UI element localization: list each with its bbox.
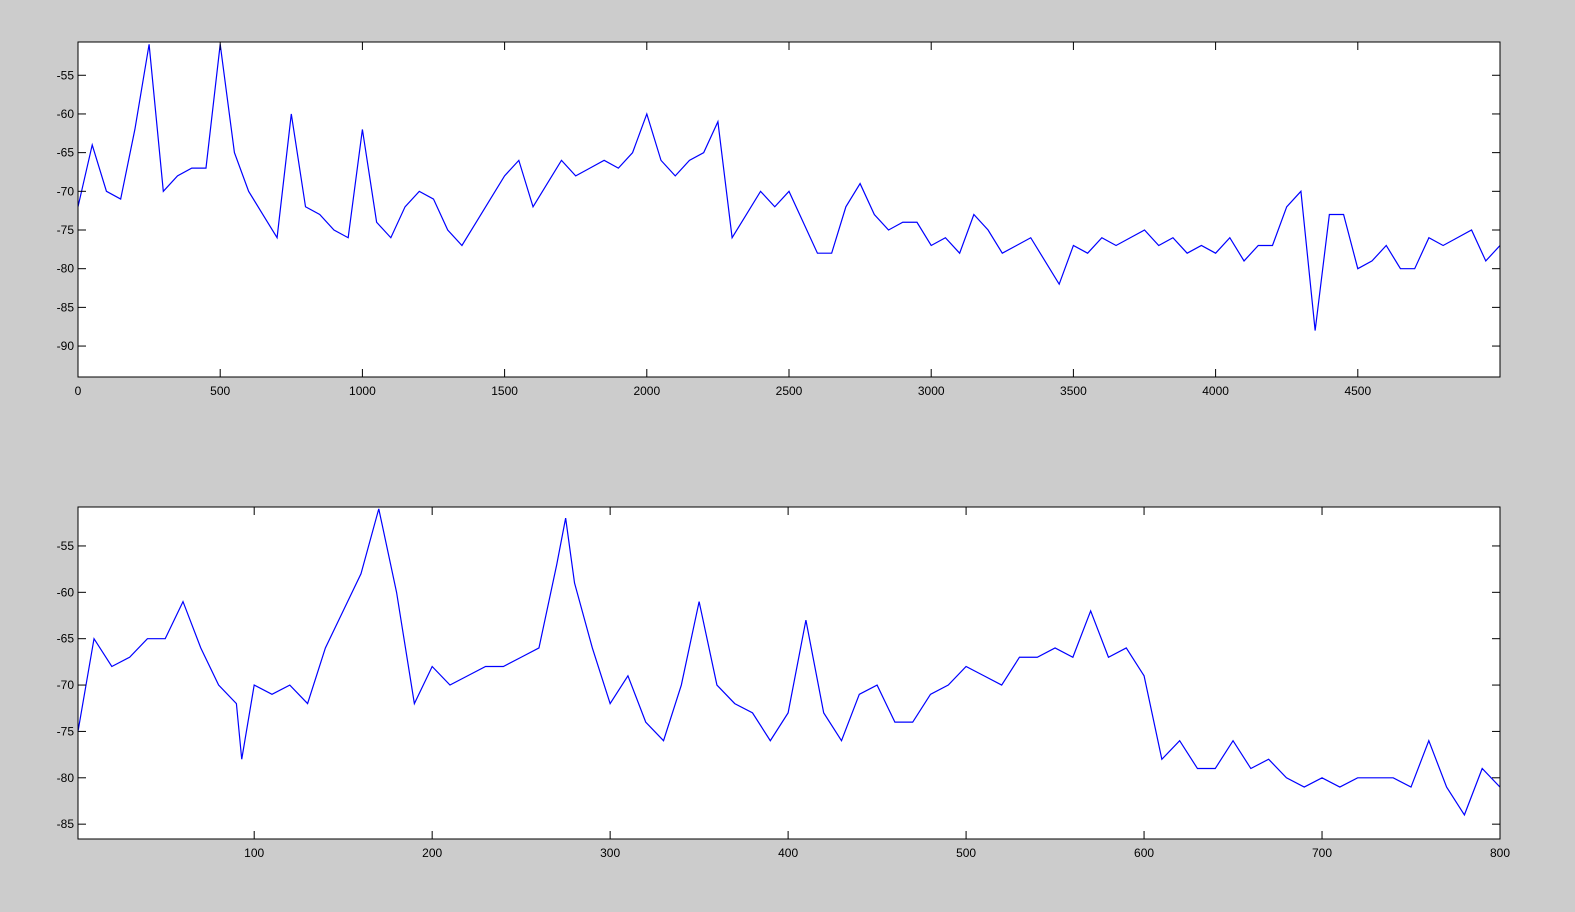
plot-frame: [77, 41, 1501, 378]
data-line: [78, 508, 1500, 817]
x-tick-label: 3000: [918, 384, 945, 398]
plot-area: [78, 507, 1500, 839]
x-tick-label: 500: [956, 846, 976, 860]
x-tick-label: 700: [1312, 846, 1332, 860]
x-tick-label: 4500: [1344, 384, 1371, 398]
y-tick-label: -65: [57, 632, 75, 646]
x-tick-label: 200: [422, 846, 442, 860]
y-tick-label: -80: [57, 771, 75, 785]
y-tick-label: -80: [57, 262, 75, 276]
x-tick-label: 100: [244, 846, 264, 860]
x-tick-label: 3500: [1060, 384, 1087, 398]
y-tick-label: -60: [57, 585, 75, 599]
x-tick-label: 1500: [491, 384, 518, 398]
y-tick-label: -55: [57, 68, 75, 82]
x-tick-label: 300: [600, 846, 620, 860]
data-line: [78, 44, 1500, 331]
y-tick-label: -55: [57, 539, 75, 553]
x-tick-label: 400: [778, 846, 798, 860]
y-tick-label: -85: [57, 817, 75, 831]
x-tick-label: 800: [1490, 846, 1510, 860]
plot-frame: [77, 506, 1501, 840]
x-tick-label: 1000: [349, 384, 376, 398]
x-tick-label: 2500: [776, 384, 803, 398]
x-tick-label: 2000: [633, 384, 660, 398]
y-tick-label: -75: [57, 724, 75, 738]
plot-area: [78, 42, 1500, 377]
y-tick-label: -85: [57, 300, 75, 314]
x-tick-label: 500: [210, 384, 230, 398]
y-tick-label: -70: [57, 678, 75, 692]
y-tick-label: -70: [57, 184, 75, 198]
y-tick-label: -65: [57, 146, 75, 160]
y-tick-label: -90: [57, 339, 75, 353]
y-tick-label: -75: [57, 223, 75, 237]
x-tick-label: 0: [75, 384, 82, 398]
x-tick-label: 600: [1134, 846, 1154, 860]
x-tick-label: 4000: [1202, 384, 1229, 398]
y-tick-label: -60: [57, 107, 75, 121]
